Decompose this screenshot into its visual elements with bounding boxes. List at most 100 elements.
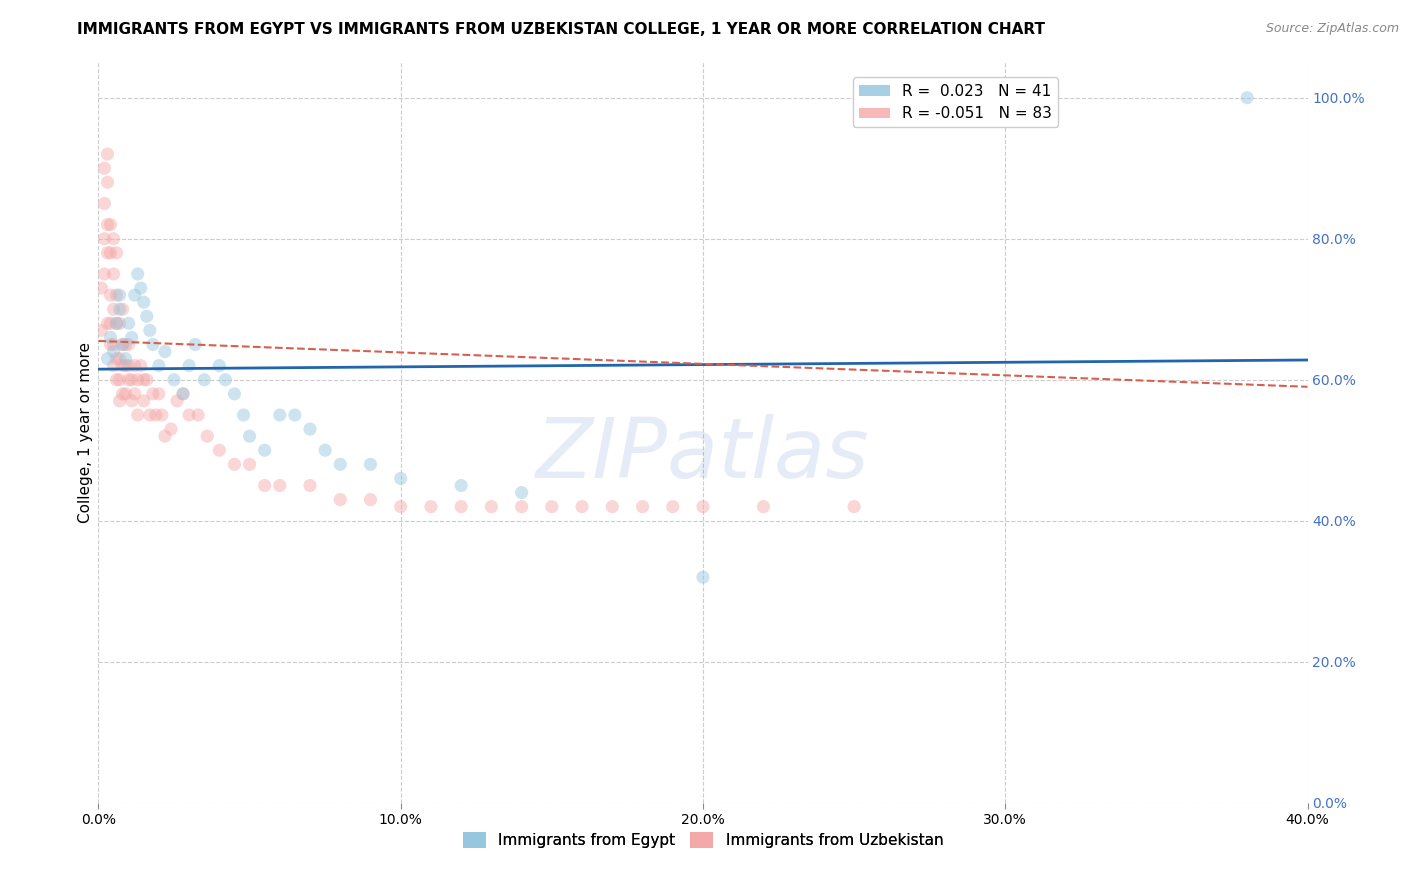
Point: [121, 373, 143, 387]
Point: [100, 316, 122, 330]
Point: [172, 387, 194, 401]
Point: [93, 267, 115, 281]
Point: [139, 323, 162, 337]
Point: [481, 500, 503, 514]
Point: [90, 281, 112, 295]
Point: [124, 387, 146, 401]
Point: [96, 147, 118, 161]
Point: [1236, 91, 1258, 105]
Point: [844, 500, 866, 514]
Point: [111, 302, 134, 317]
Point: [692, 500, 714, 514]
Point: [420, 500, 443, 514]
Point: [93, 232, 115, 246]
Point: [103, 267, 125, 281]
Point: [631, 500, 654, 514]
Point: [124, 288, 146, 302]
Point: [602, 500, 624, 514]
Point: [208, 443, 231, 458]
Point: [127, 373, 149, 387]
Point: [90, 323, 112, 337]
Text: Source: ZipAtlas.com: Source: ZipAtlas.com: [1265, 22, 1399, 36]
Point: [253, 443, 276, 458]
Point: [160, 422, 183, 436]
Point: [108, 351, 131, 366]
Point: [208, 359, 231, 373]
Point: [108, 302, 131, 317]
Point: [108, 288, 131, 302]
Text: ZIPatlas: ZIPatlas: [536, 414, 870, 495]
Point: [127, 267, 149, 281]
Point: [103, 359, 125, 373]
Point: [132, 295, 155, 310]
Point: [450, 478, 472, 492]
Point: [111, 337, 134, 351]
Point: [114, 359, 136, 373]
Point: [269, 478, 291, 492]
Point: [232, 408, 254, 422]
Text: IMMIGRANTS FROM EGYPT VS IMMIGRANTS FROM UZBEKISTAN COLLEGE, 1 YEAR OR MORE CORR: IMMIGRANTS FROM EGYPT VS IMMIGRANTS FROM…: [77, 22, 1045, 37]
Point: [148, 387, 170, 401]
Point: [103, 344, 125, 359]
Point: [179, 408, 201, 422]
Point: [111, 337, 134, 351]
Point: [571, 500, 593, 514]
Point: [132, 373, 155, 387]
Y-axis label: College, 1 year or more: College, 1 year or more: [77, 343, 93, 523]
Point: [142, 337, 165, 351]
Legend: Immigrants from Egypt, Immigrants from Uzbekistan: Immigrants from Egypt, Immigrants from U…: [457, 826, 949, 855]
Point: [135, 310, 157, 324]
Point: [153, 429, 176, 443]
Point: [692, 570, 714, 584]
Point: [661, 500, 683, 514]
Point: [148, 359, 170, 373]
Point: [172, 387, 194, 401]
Point: [124, 359, 146, 373]
Point: [752, 500, 775, 514]
Point: [329, 458, 352, 472]
Point: [114, 351, 136, 366]
Point: [121, 330, 143, 344]
Point: [224, 458, 246, 472]
Point: [314, 443, 336, 458]
Point: [214, 373, 236, 387]
Point: [329, 492, 352, 507]
Point: [105, 288, 128, 302]
Point: [93, 161, 115, 176]
Point: [510, 485, 533, 500]
Point: [100, 288, 122, 302]
Point: [96, 351, 118, 366]
Point: [93, 196, 115, 211]
Point: [111, 359, 134, 373]
Point: [239, 429, 262, 443]
Point: [163, 373, 186, 387]
Point: [179, 359, 201, 373]
Point: [118, 316, 141, 330]
Point: [153, 344, 176, 359]
Point: [540, 500, 562, 514]
Point: [103, 337, 125, 351]
Point: [299, 478, 322, 492]
Point: [105, 351, 128, 366]
Point: [389, 471, 412, 485]
Point: [129, 281, 152, 295]
Point: [135, 373, 157, 387]
Point: [299, 422, 322, 436]
Point: [100, 330, 122, 344]
Point: [103, 302, 125, 317]
Point: [118, 337, 141, 351]
Point: [103, 232, 125, 246]
Point: [105, 316, 128, 330]
Point: [114, 337, 136, 351]
Point: [145, 408, 167, 422]
Point: [100, 337, 122, 351]
Point: [108, 393, 131, 408]
Point: [187, 408, 209, 422]
Point: [166, 393, 188, 408]
Point: [129, 359, 152, 373]
Point: [108, 373, 131, 387]
Point: [127, 408, 149, 422]
Point: [96, 316, 118, 330]
Point: [105, 373, 128, 387]
Point: [111, 387, 134, 401]
